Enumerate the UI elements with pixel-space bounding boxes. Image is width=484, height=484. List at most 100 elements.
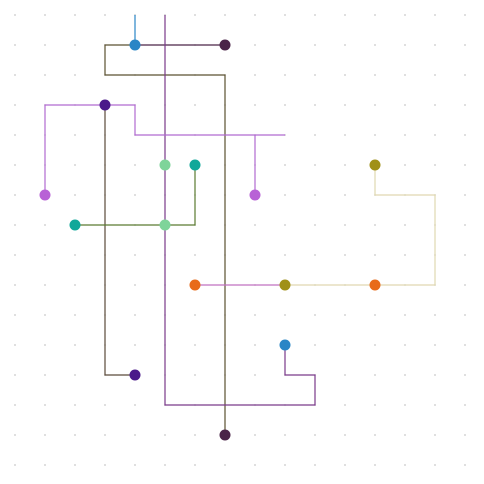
grid-dot bbox=[344, 134, 346, 136]
grid-dot bbox=[434, 134, 436, 136]
node-indigo-2[interactable] bbox=[129, 369, 141, 381]
grid-dot bbox=[284, 44, 286, 46]
grid-dot bbox=[14, 104, 16, 106]
grid-dot bbox=[14, 374, 16, 376]
grid-dot bbox=[344, 224, 346, 226]
node-indigo-1[interactable] bbox=[99, 99, 111, 111]
grid-dot bbox=[14, 254, 16, 256]
node-orange-2[interactable] bbox=[369, 279, 381, 291]
grid-dot bbox=[194, 464, 196, 466]
grid-dot bbox=[254, 224, 256, 226]
grid-dot bbox=[74, 464, 76, 466]
grid-dot bbox=[314, 224, 316, 226]
grid-dot bbox=[374, 134, 376, 136]
node-darkpurple-1[interactable] bbox=[219, 39, 231, 51]
grid-dot bbox=[74, 284, 76, 286]
node-blue-1[interactable] bbox=[129, 39, 141, 51]
grid-dot bbox=[14, 44, 16, 46]
grid-dot bbox=[74, 74, 76, 76]
grid-dot bbox=[434, 404, 436, 406]
grid-dot bbox=[464, 104, 466, 106]
node-violet-2[interactable] bbox=[249, 189, 261, 201]
grid-dot bbox=[344, 104, 346, 106]
grid-dot bbox=[314, 134, 316, 136]
grid-dot bbox=[404, 44, 406, 46]
grid-dot bbox=[14, 404, 16, 406]
wire-indigo bbox=[104, 105, 135, 376]
grid-dot bbox=[74, 434, 76, 436]
node-mint-2[interactable] bbox=[159, 219, 171, 231]
grid-dot bbox=[284, 14, 286, 16]
grid-dot bbox=[44, 344, 46, 346]
grid-dot bbox=[284, 254, 286, 256]
grid-dot bbox=[374, 374, 376, 376]
grid-dot bbox=[194, 254, 196, 256]
grid-dot bbox=[134, 284, 136, 286]
grid-dot bbox=[44, 224, 46, 226]
grid-dot bbox=[224, 14, 226, 16]
grid-dot bbox=[104, 434, 106, 436]
grid-dot bbox=[44, 44, 46, 46]
grid-dot bbox=[464, 74, 466, 76]
grid-dot bbox=[374, 104, 376, 106]
grid-dot bbox=[404, 464, 406, 466]
grid-dot bbox=[374, 224, 376, 226]
grid-dot bbox=[254, 314, 256, 316]
grid-dot bbox=[14, 434, 16, 436]
grid-dot bbox=[134, 164, 136, 166]
grid-dot bbox=[74, 194, 76, 196]
wire-purple-vertical bbox=[164, 15, 316, 406]
grid-dot bbox=[344, 434, 346, 436]
grid-dot bbox=[284, 434, 286, 436]
grid-dot bbox=[254, 464, 256, 466]
grid-dot bbox=[194, 344, 196, 346]
grid-dot bbox=[14, 224, 16, 226]
node-orange-1[interactable] bbox=[189, 279, 201, 291]
grid-dot bbox=[44, 374, 46, 376]
grid-dot bbox=[74, 254, 76, 256]
node-mint-1[interactable] bbox=[159, 159, 171, 171]
grid-dot bbox=[134, 254, 136, 256]
node-teal-1[interactable] bbox=[189, 159, 201, 171]
node-olive-2[interactable] bbox=[279, 279, 291, 291]
grid-dot bbox=[464, 404, 466, 406]
grid-dot bbox=[284, 104, 286, 106]
grid-dot bbox=[74, 404, 76, 406]
grid-dot bbox=[464, 434, 466, 436]
grid-dot bbox=[464, 134, 466, 136]
grid-dot bbox=[134, 194, 136, 196]
node-layer[interactable] bbox=[39, 39, 381, 441]
grid-dot bbox=[374, 74, 376, 76]
node-darkpurple-2[interactable] bbox=[219, 429, 231, 441]
node-blue-2[interactable] bbox=[279, 339, 291, 351]
grid-dot bbox=[404, 134, 406, 136]
grid-dot bbox=[404, 104, 406, 106]
grid-dot bbox=[224, 464, 226, 466]
grid-dot bbox=[464, 374, 466, 376]
grid-dot bbox=[464, 464, 466, 466]
grid-dot bbox=[284, 314, 286, 316]
grid-dot bbox=[464, 14, 466, 16]
grid-dot bbox=[74, 14, 76, 16]
grid-dot bbox=[314, 254, 316, 256]
grid-dot bbox=[404, 224, 406, 226]
node-olive-1[interactable] bbox=[369, 159, 381, 171]
node-teal-2[interactable] bbox=[69, 219, 81, 231]
wire-violet-left bbox=[44, 104, 285, 195]
grid-dot bbox=[314, 44, 316, 46]
grid-dot bbox=[284, 74, 286, 76]
grid-dot bbox=[434, 434, 436, 436]
grid-dot bbox=[134, 434, 136, 436]
grid-dot bbox=[434, 314, 436, 316]
grid-dot bbox=[434, 14, 436, 16]
grid-dot bbox=[434, 104, 436, 106]
grid-dot bbox=[164, 434, 166, 436]
grid-dots bbox=[14, 14, 466, 466]
grid-dot bbox=[344, 374, 346, 376]
node-violet-1[interactable] bbox=[39, 189, 51, 201]
grid-dot bbox=[14, 284, 16, 286]
grid-dot bbox=[374, 434, 376, 436]
grid-dot bbox=[404, 164, 406, 166]
wire-darkolive-loop bbox=[104, 44, 226, 435]
